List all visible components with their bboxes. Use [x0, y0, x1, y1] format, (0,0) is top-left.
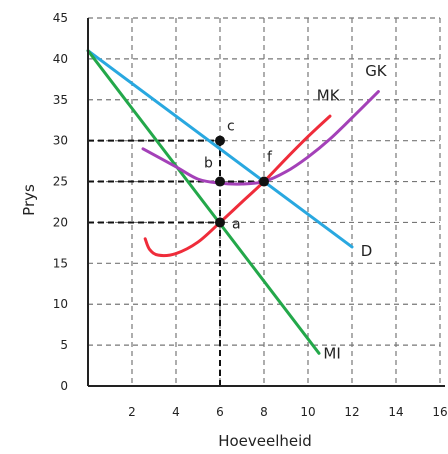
grid [88, 17, 441, 386]
x-tick-label: 6 [216, 405, 224, 419]
y-tick-label: 40 [53, 52, 68, 66]
point-f-label: f [267, 150, 273, 166]
point-b-marker [215, 176, 225, 187]
x-tick-label: 12 [344, 405, 359, 419]
y-tick-label: 45 [53, 11, 68, 25]
x-tick-label: 14 [388, 405, 403, 419]
series-mi-label: MI [323, 344, 340, 362]
y-axis-title: Prys [20, 184, 38, 216]
point-b-label: b [204, 156, 213, 172]
x-tick-label: 8 [260, 405, 268, 419]
point-c-marker [215, 135, 225, 146]
series-d-label: D [361, 242, 373, 260]
series-mk-line [143, 114, 332, 258]
point-a-label: a [232, 216, 241, 232]
series-gk-label: GK [365, 62, 388, 80]
y-tick-label: 30 [53, 134, 68, 148]
x-tick-label: 4 [172, 405, 180, 419]
x-axis-title: Hoeveelheid [218, 432, 312, 450]
curve-labels: D MI MK GK [317, 62, 388, 362]
y-tick-label: 10 [53, 297, 68, 311]
x-tick-label: 16 [432, 405, 447, 419]
y-tick-label: 15 [53, 256, 68, 270]
point-a-marker [215, 217, 225, 228]
x-tick-label: 10 [300, 405, 315, 419]
point-f-marker [259, 176, 269, 187]
y-tick-label: 20 [53, 215, 68, 229]
tick-labels: 2 4 6 8 10 12 14 16 0 5 10 15 20 25 30 35 40 45 [53, 11, 448, 419]
y-tick-label: 35 [53, 93, 68, 107]
series-mk-label: MK [317, 87, 341, 105]
x-tick-label: 2 [128, 405, 136, 419]
point-c-label: c [227, 119, 235, 135]
series-mi-line [86, 49, 321, 355]
y-tick-label: 25 [53, 175, 68, 189]
series-d-line [86, 49, 354, 249]
y-tick-label: 0 [60, 379, 68, 393]
axes [87, 18, 445, 387]
points-group: c b f a [204, 119, 273, 233]
y-tick-label: 5 [60, 338, 68, 352]
